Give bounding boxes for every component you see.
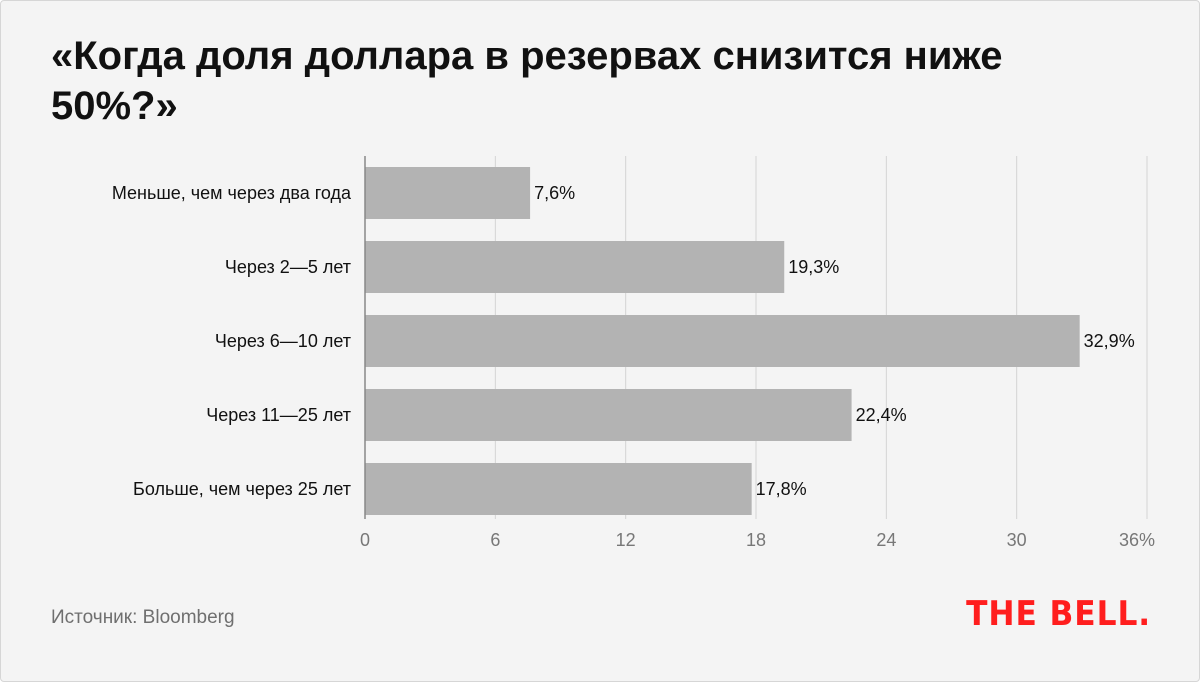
value-label: 17,8% <box>756 479 807 499</box>
x-tick-label: 24 <box>876 530 896 550</box>
source-note: Источник: Bloomberg <box>51 607 235 628</box>
bar <box>365 463 752 515</box>
category-label: Через 11—25 лет <box>206 405 351 425</box>
x-tick-label: 12 <box>616 530 636 550</box>
bar <box>365 315 1080 367</box>
chart-title: «Когда доля доллара в резервах снизится … <box>51 34 1003 128</box>
bar <box>365 241 785 293</box>
category-label: Через 2—5 лет <box>225 257 351 277</box>
value-label: 7,6% <box>534 183 575 203</box>
bar <box>365 389 852 441</box>
x-tick-label: 0 <box>360 530 370 550</box>
category-label: Меньше, чем через два года <box>112 183 352 203</box>
x-tick-label: 6 <box>490 530 500 550</box>
value-label: 32,9% <box>1084 331 1135 351</box>
x-tick-label: 30 <box>1007 530 1027 550</box>
value-label: 19,3% <box>788 257 839 277</box>
bar-chart: Меньше, чем через два года 7,6% Через 2—5 … <box>112 156 1155 550</box>
category-label: Больше, чем через 25 лет <box>133 479 351 499</box>
brand-logo: THE BELL. <box>965 594 1151 634</box>
category-label: Через 6—10 лет <box>215 331 351 351</box>
x-tick-label: 18 <box>746 530 766 550</box>
x-tick-label: 36% <box>1119 530 1155 550</box>
value-label: 22,4% <box>856 405 907 425</box>
bar <box>365 167 531 219</box>
